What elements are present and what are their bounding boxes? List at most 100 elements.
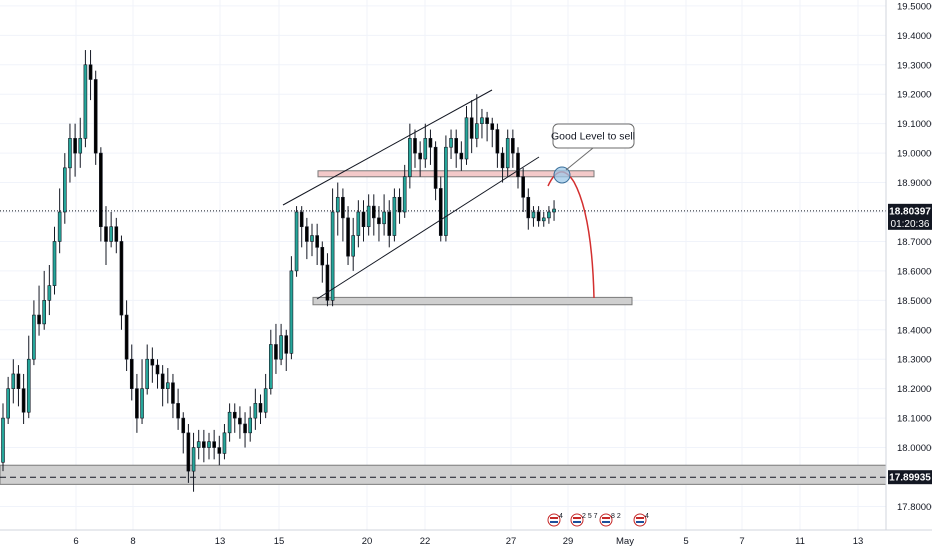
candle-body [320,247,325,266]
candle-body [202,441,206,448]
candle-body [42,300,47,325]
candle [387,200,392,248]
countdown-label: 01:20:36 [891,219,930,230]
candle-body [505,138,510,169]
candle-body [16,373,21,389]
axes [0,0,932,531]
candle-body [207,441,211,448]
x-tick-label: 22 [420,536,431,547]
candle [464,106,469,165]
current-price-tag-bg [888,203,932,230]
candle [32,300,36,366]
candle-body [88,64,93,80]
candle-body [299,211,304,228]
candle-body [516,152,520,177]
candle-body [464,117,469,160]
candle [474,94,479,148]
candle [511,129,515,168]
candle [181,412,186,454]
candle-body [160,373,165,389]
candle-body [284,335,289,354]
event-label: 4 [559,513,563,520]
candle-body [171,382,175,404]
candle-body [305,226,309,242]
y-tick-label: 18.90000 [897,178,932,189]
candle-body [99,152,103,228]
candle [351,217,356,271]
candle [11,359,16,404]
y-tick-label: 19.00000 [897,149,932,160]
candle [449,129,453,159]
candle [495,123,500,168]
candle-body [413,138,417,154]
candle-body [397,196,402,213]
candle-body [433,146,438,189]
candle [62,153,67,224]
candle-body [547,211,551,219]
candle-body [62,167,67,213]
candle-body [181,417,186,434]
candle-body [459,152,464,160]
candle-body [186,432,191,472]
candle [160,365,165,407]
candle-body [335,196,340,213]
candle-body [325,264,330,301]
candle-body [408,138,412,177]
candle [320,241,325,283]
candle-body [32,314,36,360]
candle-body [449,138,453,148]
candle-body [258,403,263,413]
x-tick-label: 29 [563,536,574,547]
flag-stripe [573,521,581,523]
candle-body [37,314,41,325]
candle-body [371,205,376,219]
candle-body [238,417,242,425]
candle [83,50,88,148]
y-tick-label: 19.40000 [897,31,932,42]
candle [119,235,124,330]
candle-body [129,358,134,389]
candle-body [124,314,129,360]
x-tick-label: 13 [853,536,864,547]
candle-body [104,226,108,242]
candle [52,226,57,295]
sell-callout[interactable]: Good Level to sell [551,123,635,171]
candle-body [382,211,386,225]
channel-upper-line[interactable] [282,89,493,206]
event-marker-1[interactable]: 4 [547,513,563,527]
candle [263,373,268,419]
drawings [282,89,595,300]
channel-lower-line[interactable] [316,156,540,300]
candle-body [268,344,273,389]
y-tick-label: 17.80000 [897,502,932,513]
candle-body [166,382,170,389]
sell-level-circle[interactable] [553,166,571,184]
flag-stripe [636,517,644,519]
current-price-tag: 18.80397 01:20:36 [888,203,932,230]
event-marker-3[interactable]: 8 2 [599,513,621,527]
candle [500,147,505,183]
candle [526,188,531,230]
candle [402,164,407,218]
candle [382,194,386,236]
candle [78,117,83,168]
support-price-label: 17.89935 [889,473,931,484]
event-marker-4[interactable]: 4 [633,513,649,527]
candle [124,300,129,371]
candle [284,329,289,371]
event-marker-2[interactable]: 2 5 7 [570,513,598,527]
candle [93,70,98,165]
candle-body [78,138,83,154]
candle [444,135,448,242]
candle-body [196,441,201,448]
projection-curve[interactable] [547,171,595,299]
candle [433,141,438,201]
candle [294,206,299,277]
candle [377,206,381,242]
y-tick-label: 18.10000 [897,414,932,425]
candle [480,108,484,139]
candle [16,365,21,407]
candle [140,359,144,424]
